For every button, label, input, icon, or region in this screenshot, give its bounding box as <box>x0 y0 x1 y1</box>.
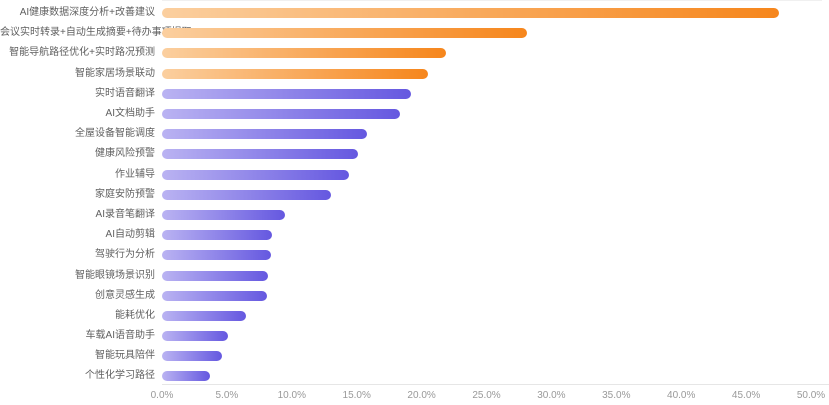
bar[interactable] <box>162 189 331 200</box>
category-label: AI自动剪辑 <box>105 229 155 241</box>
plot-top-gridline <box>162 0 822 1</box>
x-axis-tick-label: 35.0% <box>602 390 631 401</box>
x-axis-tick-label: 10.0% <box>277 390 306 401</box>
bar-track <box>162 189 811 200</box>
chart-row: 全屋设备智能调度 <box>0 124 829 144</box>
bar[interactable] <box>162 351 222 362</box>
bar-track <box>162 149 811 160</box>
bar-track <box>162 270 811 281</box>
bar-track <box>162 28 811 39</box>
bar-track <box>162 68 811 79</box>
bar-track <box>162 8 811 19</box>
bar-track <box>162 48 811 59</box>
chart-row: 智能玩具陪伴 <box>0 346 829 366</box>
bar[interactable] <box>162 28 527 39</box>
chart-row: 车载AI语音助手 <box>0 326 829 346</box>
x-axis-tick-label: 45.0% <box>731 390 761 401</box>
bar[interactable] <box>162 371 211 382</box>
category-label: AI健康数据深度分析+改善建议 <box>19 7 155 19</box>
category-label: 驾驶行为分析 <box>95 249 155 261</box>
chart-row: AI录音笔翻译 <box>0 205 829 225</box>
bar[interactable] <box>162 169 349 180</box>
bar-track <box>162 250 811 261</box>
category-label: 健康风险预警 <box>95 148 155 160</box>
chart-row: AI文档助手 <box>0 104 829 124</box>
category-label: 智能导航路径优化+实时路况预测 <box>9 47 155 59</box>
x-axis-tick-label: 5.0% <box>215 390 239 401</box>
chart-row: 智能眼镜场景识别 <box>0 265 829 285</box>
bar[interactable] <box>162 88 412 99</box>
x-axis-tick-label: 40.0% <box>667 390 696 401</box>
chart-row: 健康风险预警 <box>0 144 829 164</box>
chart-row: 实时语音翻译 <box>0 84 829 104</box>
bar[interactable] <box>162 129 368 140</box>
bar[interactable] <box>162 68 429 79</box>
bar-track <box>162 371 811 382</box>
chart-row: 智能家居场景联动 <box>0 64 829 84</box>
chart-row: AI自动剪辑 <box>0 225 829 245</box>
bar[interactable] <box>162 270 269 281</box>
x-axis: 0.0% 5.0% 10.0% 15.0% 20.0% 25.0% 30.0% 35.0% 40… <box>151 384 829 405</box>
chart-row: 能耗优化 <box>0 306 829 326</box>
x-axis-tick-label: 25.0% <box>472 390 501 401</box>
bar-track <box>162 109 811 120</box>
chart-row: 创意灵感生成 <box>0 286 829 306</box>
chart-row: AI健康数据深度分析+改善建议 <box>0 3 829 23</box>
bar-track <box>162 310 811 321</box>
bar[interactable] <box>162 230 273 241</box>
category-label: AI文档助手 <box>105 108 155 120</box>
chart-row: 会议实时转录+自动生成摘要+待办事项提取 <box>0 23 829 43</box>
bar-track <box>162 290 811 301</box>
category-label: 能耗优化 <box>115 309 155 321</box>
bar-track <box>162 169 811 180</box>
category-label: 全屋设备智能调度 <box>75 128 155 140</box>
chart-row: 个性化学习路径 <box>0 366 829 386</box>
x-axis-tick-label: 30.0% <box>537 390 566 401</box>
bar-track <box>162 88 811 99</box>
chart-rows: AI健康数据深度分析+改善建议会议实时转录+自动生成摘要+待办事项提取智能导航路… <box>0 3 829 387</box>
bar[interactable] <box>162 209 286 220</box>
category-label: 个性化学习路径 <box>85 370 155 382</box>
category-label: 智能玩具陪伴 <box>95 350 155 362</box>
chart-row: 作业辅导 <box>0 165 829 185</box>
bar[interactable] <box>162 331 229 342</box>
category-label: 家庭安防预警 <box>95 188 155 200</box>
chart-row: 驾驶行为分析 <box>0 245 829 265</box>
bar[interactable] <box>162 109 400 120</box>
category-label: 实时语音翻译 <box>95 87 155 99</box>
x-axis-tick-label: 20.0% <box>407 390 436 401</box>
category-label: 智能家居场景联动 <box>75 67 155 79</box>
bar[interactable] <box>162 250 272 261</box>
chart-row: 家庭安防预警 <box>0 185 829 205</box>
category-label: 智能眼镜场景识别 <box>75 269 155 281</box>
bar[interactable] <box>162 310 247 321</box>
bar-track <box>162 351 811 362</box>
bar[interactable] <box>162 149 358 160</box>
category-label: 作业辅导 <box>115 168 155 180</box>
bar[interactable] <box>162 48 447 59</box>
category-label: 会议实时转录+自动生成摘要+待办事项提取 <box>0 27 192 39</box>
category-label: 创意灵感生成 <box>95 289 155 301</box>
bar-track <box>162 129 811 140</box>
x-axis-tick-label: 15.0% <box>342 390 371 401</box>
bar-track <box>162 331 811 342</box>
chart-row: 智能导航路径优化+实时路况预测 <box>0 43 829 63</box>
bar-track <box>162 209 811 220</box>
bar[interactable] <box>162 8 779 19</box>
bar-track <box>162 230 811 241</box>
category-label: AI录音笔翻译 <box>95 208 155 220</box>
x-axis-tick-label: 0.0% <box>150 390 174 401</box>
category-label: 车载AI语音助手 <box>85 330 155 342</box>
x-axis-tick-label: 50.0% <box>796 390 826 401</box>
bar[interactable] <box>162 290 268 301</box>
